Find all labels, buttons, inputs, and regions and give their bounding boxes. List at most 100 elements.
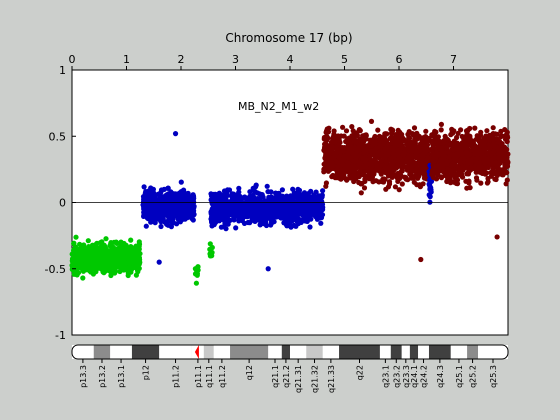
data-point	[459, 133, 465, 140]
ideogram-band	[428, 345, 451, 359]
data-point	[165, 185, 171, 191]
data-point	[375, 127, 381, 133]
data-point	[123, 265, 129, 271]
data-point	[352, 166, 358, 172]
ideogram-band	[306, 345, 323, 359]
data-point	[395, 127, 401, 133]
data-point	[231, 194, 237, 200]
band-label: q22	[355, 365, 364, 380]
centromere-marker	[194, 345, 199, 359]
data-point	[158, 223, 164, 230]
data-point	[97, 264, 104, 270]
data-point	[453, 145, 459, 152]
data-point	[166, 203, 173, 209]
data-point	[273, 203, 279, 209]
data-point	[400, 162, 406, 168]
data-point	[409, 148, 415, 154]
data-point	[368, 118, 375, 124]
ideogram-band	[213, 345, 231, 359]
data-point	[248, 203, 254, 209]
data-point	[121, 255, 127, 261]
data-point	[323, 158, 329, 164]
data-point	[324, 126, 330, 132]
data-point	[214, 217, 220, 223]
data-point	[256, 217, 262, 223]
data-point	[343, 128, 350, 134]
data-point	[382, 164, 388, 170]
data-point	[263, 211, 269, 217]
data-point	[421, 166, 428, 172]
band-label: p13.3	[79, 365, 88, 388]
data-point	[420, 171, 427, 177]
data-point	[295, 186, 301, 192]
data-point	[111, 265, 117, 271]
x-tick-label: 4	[287, 53, 294, 66]
data-point	[189, 215, 195, 221]
data-point	[269, 213, 275, 219]
data-point	[92, 248, 98, 254]
data-point	[485, 175, 491, 182]
ideogram-band	[418, 345, 429, 359]
data-point	[472, 125, 478, 131]
data-point	[483, 156, 490, 162]
ideogram-band	[339, 345, 380, 359]
data-point	[353, 173, 359, 179]
data-point	[391, 148, 397, 154]
data-point	[468, 165, 474, 171]
data-point	[490, 125, 496, 131]
data-point	[307, 202, 314, 208]
data-point	[118, 262, 124, 268]
data-point	[219, 216, 225, 222]
data-point	[152, 194, 158, 201]
data-point	[328, 139, 334, 145]
data-point	[440, 152, 447, 158]
data-point	[210, 213, 216, 219]
data-point	[102, 245, 108, 251]
data-point	[415, 133, 421, 139]
data-point	[213, 204, 219, 210]
data-point	[323, 183, 329, 189]
data-point	[285, 208, 291, 214]
data-point	[308, 188, 314, 194]
outlier-point	[172, 131, 179, 137]
data-point	[352, 145, 358, 151]
data-point	[487, 145, 493, 151]
data-point	[385, 141, 391, 147]
data-point	[334, 164, 340, 171]
data-point	[103, 236, 109, 242]
ideogram-band	[93, 345, 111, 359]
data-point	[136, 246, 142, 252]
data-point	[236, 205, 243, 211]
data-point	[444, 143, 450, 150]
data-point	[463, 139, 470, 145]
y-tick-label: 1	[59, 64, 66, 77]
data-point	[360, 155, 366, 162]
band-label: q23.2	[392, 365, 401, 388]
data-point	[490, 160, 496, 166]
data-point	[503, 153, 510, 160]
data-point	[147, 215, 153, 221]
data-point	[360, 135, 366, 141]
data-point	[472, 151, 478, 157]
data-point	[504, 170, 510, 176]
data-point	[141, 184, 147, 190]
data-point	[429, 147, 435, 153]
data-point	[478, 180, 484, 186]
data-point	[173, 212, 179, 218]
data-point	[496, 138, 503, 144]
data-point	[326, 143, 332, 150]
data-point	[233, 225, 239, 231]
ideogram-outline	[71, 344, 509, 360]
data-point	[484, 128, 490, 134]
data-point	[237, 211, 243, 217]
data-point	[143, 204, 149, 210]
data-point	[148, 191, 155, 197]
data-point	[268, 197, 274, 203]
band-label: q25.3	[489, 365, 498, 388]
data-point	[369, 139, 375, 145]
x-tick-label: 2	[178, 53, 185, 66]
data-point	[390, 172, 396, 178]
data-point	[85, 238, 91, 244]
ideogram-band	[203, 345, 214, 359]
data-point	[268, 189, 274, 195]
